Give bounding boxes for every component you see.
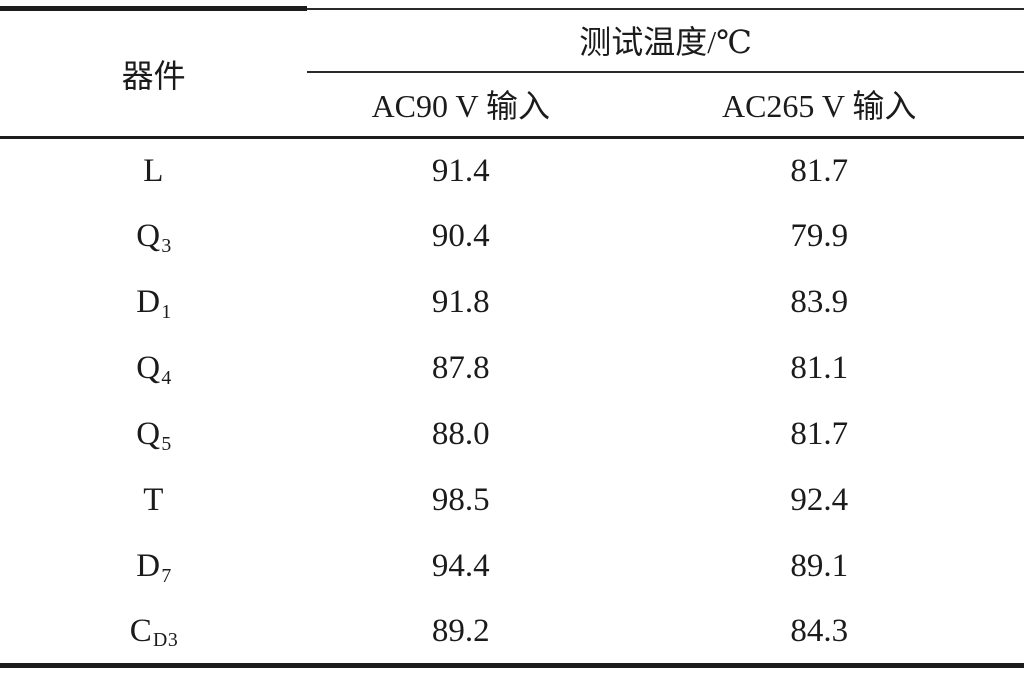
- device-label: Q5: [0, 402, 307, 468]
- device-column-header: 器件: [0, 6, 308, 139]
- device-base: D: [136, 284, 161, 320]
- table-row: Q4 87.8 81.1: [0, 336, 1024, 402]
- device-subscript: 4: [161, 366, 172, 389]
- device-base: D: [136, 548, 161, 584]
- device-base: Q: [136, 416, 161, 452]
- ac265-temperature-value: 89.1: [790, 548, 849, 584]
- device-subscript: 7: [161, 564, 172, 587]
- device-subscript: D3: [153, 629, 179, 652]
- device-subscript: 5: [161, 432, 172, 455]
- table-row: L 91.4 81.7: [0, 138, 1024, 204]
- ac265-input-column-header: AC265 V 输入: [614, 71, 1024, 139]
- table-row: Q3 90.4 79.9: [0, 204, 1024, 270]
- ac265-temperature-value: 83.9: [790, 284, 849, 320]
- header-row-top: 器件 测试温度/℃: [0, 6, 1024, 139]
- device-label: Q3: [0, 204, 307, 270]
- ac265-temperature-value: 81.1: [790, 350, 849, 386]
- device-label: CD3: [0, 600, 307, 666]
- device-label: T: [0, 468, 307, 534]
- device-base: C: [129, 612, 153, 649]
- device-base: L: [143, 152, 164, 189]
- ac90-temperature-value: 98.5: [431, 482, 490, 518]
- test-temperature-span-header: 测试温度/℃: [307, 7, 1024, 73]
- table-body: L 91.4 81.7 Q3 90.4 79.9 D1 91.8 83.9 Q4 87.8 81.1 Q…: [0, 138, 1024, 666]
- device-subscript: 1: [161, 300, 172, 323]
- table-row: CD3 89.2 84.3: [0, 600, 1024, 666]
- ac265-temperature-value: 84.3: [790, 612, 849, 649]
- ac90-temperature-value: 88.0: [431, 416, 490, 452]
- device-base: Q: [136, 350, 161, 386]
- device-label: L: [0, 138, 307, 204]
- table-row: Q5 88.0 81.7: [0, 402, 1024, 468]
- device-label: Q4: [0, 336, 307, 402]
- ac265-temperature-value: 79.9: [790, 218, 849, 254]
- device-temperature-table: 器件 测试温度/℃ AC90 V 输入 AC265 V 输入 L 91.4 81.7…: [0, 6, 1024, 668]
- table-row: D7 94.4 89.1: [0, 534, 1024, 600]
- device-label: D7: [0, 534, 307, 600]
- device-label: D1: [0, 270, 307, 336]
- ac265-temperature-value: 81.7: [790, 416, 849, 452]
- device-base: T: [143, 482, 164, 518]
- ac90-temperature-value: 90.4: [431, 218, 490, 254]
- device-base: Q: [136, 218, 161, 254]
- ac265-temperature-value: 81.7: [790, 152, 849, 189]
- ac90-temperature-value: 89.2: [431, 612, 490, 649]
- ac90-input-column-header: AC90 V 输入: [307, 71, 615, 139]
- ac90-temperature-value: 87.8: [431, 350, 490, 386]
- ac265-temperature-value: 92.4: [790, 482, 849, 518]
- ac90-temperature-value: 91.4: [431, 152, 490, 189]
- device-subscript: 3: [161, 234, 172, 257]
- ac90-temperature-value: 91.8: [431, 284, 490, 320]
- header-row-sub: AC90 V 输入 AC265 V 输入: [0, 71, 1024, 139]
- table-row: D1 91.8 83.9: [0, 270, 1024, 336]
- ac90-temperature-value: 94.4: [431, 548, 490, 584]
- table-row: T 98.5 92.4: [0, 468, 1024, 534]
